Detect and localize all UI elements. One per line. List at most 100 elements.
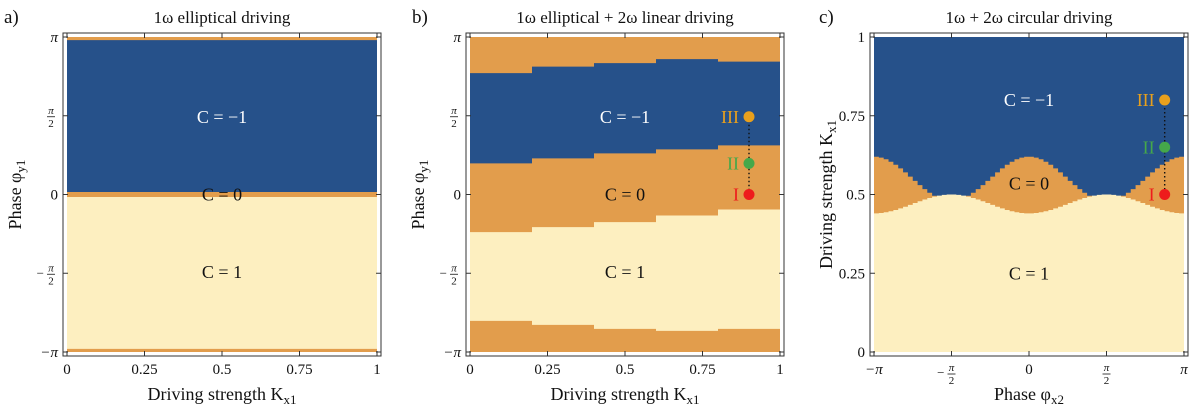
x-tick-label: −π [865, 362, 883, 378]
x-tick-label: 1 [776, 362, 784, 378]
x-tick-den: 2 [1104, 375, 1110, 387]
region-label: C = 1 [605, 262, 645, 282]
y-tick-num: π [451, 262, 457, 274]
point-label-II: II [1143, 137, 1155, 157]
y-tick-label: π [453, 30, 461, 46]
x-tick-label: 1 [373, 362, 381, 378]
y-tick-neg: − [440, 265, 447, 280]
panel-label: c) [819, 7, 834, 28]
y-axis-label: Driving strength Kx1 [816, 120, 839, 269]
region-c-minus1 [470, 59, 780, 164]
panel-label: b) [412, 7, 428, 28]
x-axis-label-main: Driving strength K [551, 384, 687, 404]
y-tick-den: 2 [451, 118, 457, 130]
point-label-II: II [727, 153, 739, 173]
y-tick-num: π [451, 105, 457, 117]
region-label: C = 0 [202, 185, 242, 205]
y-tick-label: − π2 [440, 262, 458, 287]
x-tick-label: 0.5 [616, 362, 635, 378]
point-label-III: III [721, 107, 739, 127]
y-tick-label: 0 [858, 345, 866, 361]
x-axis-label-sub: x1 [283, 392, 296, 407]
y-tick-num: π [48, 105, 54, 117]
x-tick-label: 0 [63, 362, 71, 378]
y-tick-neg: − [37, 265, 44, 280]
x-tick-neg: − [937, 365, 944, 380]
y-axis-label-sub: y1 [416, 160, 431, 173]
panel-label: a) [4, 7, 19, 28]
y-tick-label: 0 [454, 188, 462, 204]
y-tick-label: 1 [858, 30, 866, 46]
point-label-III: III [1137, 90, 1155, 110]
point-III [1159, 94, 1171, 106]
region-label: C = 1 [1009, 263, 1049, 283]
y-tick-label: −π [443, 345, 461, 361]
y-tick-den: 2 [451, 275, 457, 287]
y-tick-label: − π2 [37, 262, 55, 287]
y-tick-den: 2 [48, 275, 54, 287]
region-label: C = −1 [197, 107, 247, 127]
y-axis-label: Phase φy1 [5, 160, 28, 230]
point-label-I: I [733, 185, 739, 205]
y-axis-label-main: Driving strength K [816, 133, 836, 269]
point-II [743, 157, 755, 169]
region-c-minus1 [874, 37, 1184, 201]
region-c-minus1 [67, 40, 377, 192]
x-tick-label: − π2 [937, 362, 956, 387]
point-I [743, 189, 755, 200]
y-axis-label: Phase φy1 [408, 160, 431, 230]
point-II [1159, 141, 1171, 153]
y-axis-label-main: Phase φ [5, 173, 25, 230]
region-label: C = 1 [202, 262, 242, 282]
x-tick-label: 0 [466, 362, 474, 378]
x-tick-label: π [1180, 362, 1188, 378]
point-III [743, 111, 755, 123]
y-tick-label: 0 [51, 188, 59, 204]
x-tick-den: 2 [949, 375, 955, 387]
region-c1 [67, 197, 377, 349]
point-label-I: I [1149, 185, 1155, 205]
x-tick-num: π [1104, 362, 1110, 374]
y-tick-label: 0.5 [846, 188, 865, 204]
x-axis-label-main: Phase φ [994, 384, 1051, 404]
x-axis-label: Phase φx2 [994, 384, 1064, 407]
x-axis-label: Driving strength Kx1 [551, 384, 700, 407]
y-tick-den: 2 [48, 118, 54, 130]
region-c1 [874, 194, 1184, 352]
x-tick-num: π [949, 362, 955, 374]
y-tick-label: π2 [47, 105, 55, 130]
y-axis-label-sub: x1 [824, 120, 839, 133]
y-tick-label: π [50, 30, 58, 46]
x-tick-label: 0.75 [689, 362, 715, 378]
y-tick-label: −π [40, 345, 58, 361]
region-label: C = −1 [1004, 90, 1054, 110]
panel-title: 1ω elliptical + 2ω linear driving [516, 8, 734, 27]
x-axis-label-sub: x2 [1051, 392, 1064, 407]
panel-title: 1ω elliptical driving [154, 8, 291, 27]
x-axis-label: Driving strength Kx1 [148, 384, 297, 407]
y-tick-label: π2 [450, 105, 458, 130]
point-I [1159, 189, 1171, 200]
x-tick-label: 0 [1025, 362, 1033, 378]
x-axis-label-main: Driving strength K [148, 384, 284, 404]
region-label: C = 0 [605, 185, 645, 205]
region-c1 [470, 209, 780, 331]
panel-title: 1ω + 2ω circular driving [946, 8, 1113, 27]
x-axis-label-sub: x1 [686, 392, 699, 407]
x-tick-label: 0.25 [131, 362, 157, 378]
y-tick-num: π [48, 262, 54, 274]
x-tick-label: 0.5 [213, 362, 232, 378]
x-tick-label: 0.25 [534, 362, 560, 378]
y-tick-label: 0.25 [839, 266, 865, 282]
y-tick-label: 0.75 [839, 109, 865, 125]
region-label: C = −1 [600, 107, 650, 127]
region-label: C = 0 [1009, 173, 1049, 193]
y-axis-label-sub: y1 [13, 160, 28, 173]
x-tick-label: π2 [1102, 362, 1111, 387]
y-axis-label-main: Phase φ [408, 173, 428, 230]
x-tick-label: 0.75 [286, 362, 312, 378]
